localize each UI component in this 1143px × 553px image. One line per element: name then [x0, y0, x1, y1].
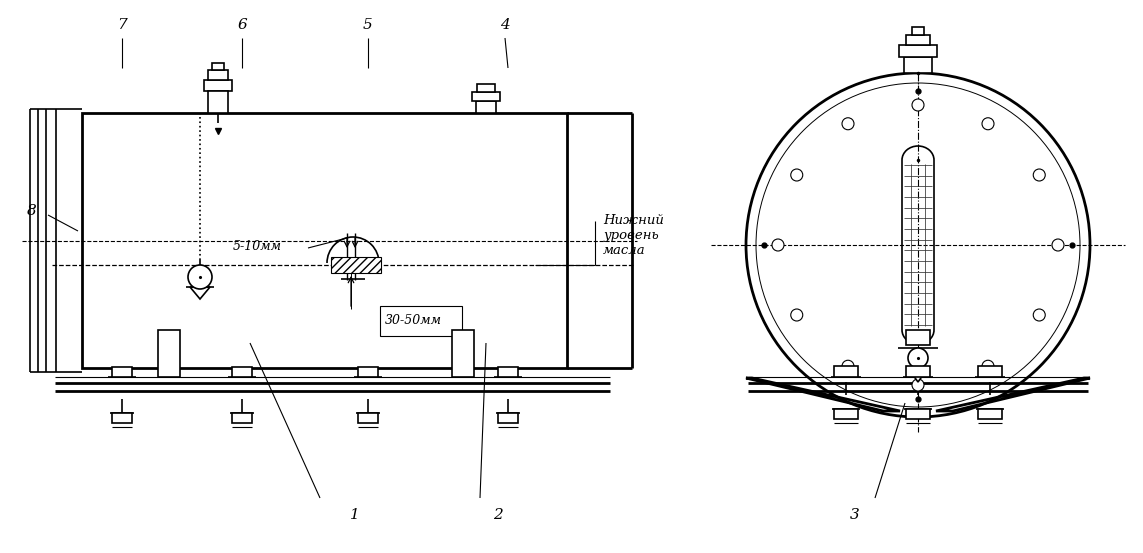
- Bar: [331, 257, 381, 273]
- Text: 6: 6: [237, 18, 247, 32]
- Bar: [82, 113, 567, 368]
- Circle shape: [982, 360, 994, 372]
- Bar: [978, 409, 1002, 419]
- Text: 2: 2: [493, 508, 503, 522]
- Circle shape: [908, 348, 928, 368]
- Text: 3: 3: [850, 508, 860, 522]
- Circle shape: [912, 99, 924, 111]
- Bar: [379, 306, 462, 336]
- Bar: [358, 367, 378, 377]
- Text: 7: 7: [117, 18, 127, 32]
- Text: 5-10мм: 5-10мм: [233, 241, 282, 253]
- Bar: [906, 366, 930, 377]
- Bar: [112, 413, 131, 423]
- Bar: [232, 413, 251, 423]
- Circle shape: [1033, 309, 1045, 321]
- Circle shape: [1033, 169, 1045, 181]
- Circle shape: [842, 360, 854, 372]
- Bar: [498, 413, 518, 423]
- Bar: [906, 409, 930, 419]
- Polygon shape: [190, 287, 210, 299]
- Circle shape: [791, 169, 802, 181]
- Circle shape: [791, 309, 802, 321]
- Circle shape: [982, 118, 994, 130]
- Bar: [208, 70, 227, 80]
- Text: Нижний
уровень
масла: Нижний уровень масла: [604, 213, 664, 257]
- Bar: [906, 330, 930, 345]
- Bar: [904, 57, 932, 73]
- Bar: [203, 80, 232, 91]
- Bar: [472, 92, 499, 101]
- Circle shape: [746, 73, 1090, 417]
- Text: 8: 8: [27, 204, 37, 218]
- Bar: [906, 35, 930, 45]
- Bar: [358, 413, 378, 423]
- Circle shape: [1052, 239, 1064, 251]
- Bar: [112, 367, 131, 377]
- Text: 1: 1: [350, 508, 360, 522]
- Polygon shape: [908, 368, 928, 382]
- Circle shape: [187, 265, 211, 289]
- Bar: [477, 84, 495, 92]
- Bar: [158, 330, 179, 377]
- Bar: [498, 367, 518, 377]
- Bar: [208, 91, 227, 113]
- Text: 5: 5: [363, 18, 373, 32]
- Bar: [211, 63, 224, 70]
- Text: 4: 4: [501, 18, 510, 32]
- Bar: [834, 409, 858, 419]
- Circle shape: [842, 118, 854, 130]
- Text: 30-50мм: 30-50мм: [385, 315, 442, 327]
- Bar: [834, 366, 858, 377]
- Bar: [978, 366, 1002, 377]
- Circle shape: [772, 239, 784, 251]
- Bar: [912, 27, 924, 35]
- Circle shape: [912, 379, 924, 391]
- Bar: [232, 367, 251, 377]
- Bar: [475, 101, 496, 113]
- Bar: [451, 330, 474, 377]
- Bar: [900, 45, 937, 57]
